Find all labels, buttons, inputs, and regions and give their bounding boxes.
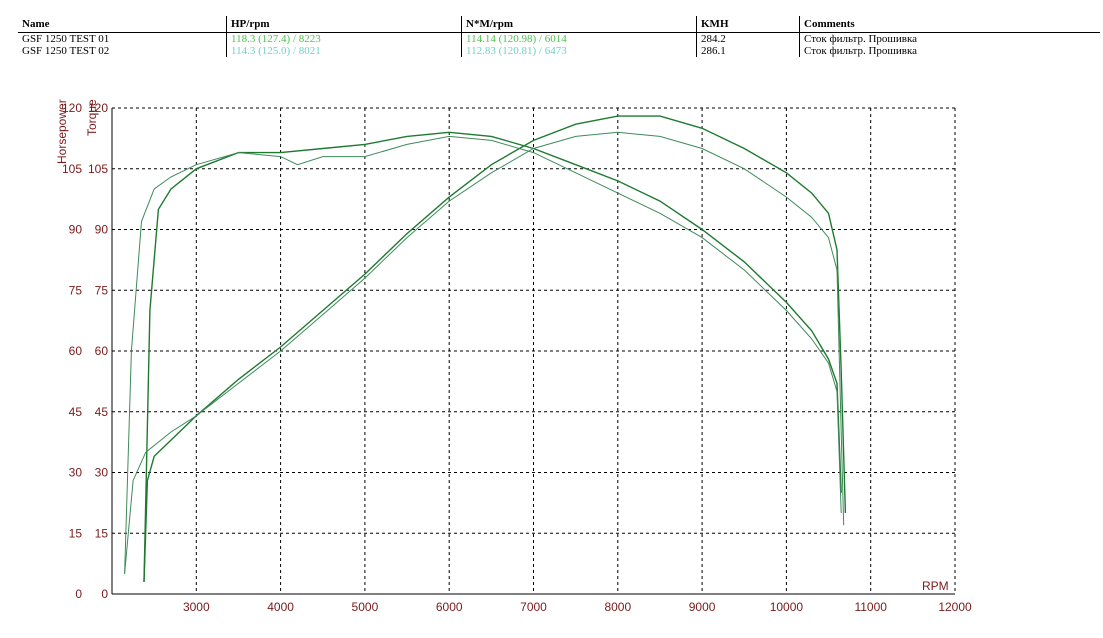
y-tick-label-left: 60	[69, 344, 83, 358]
dyno-chart: 0 0 15 15 30 30 45 45 60 60 75 75 90 90 105 105 120 120 3…	[55, 99, 972, 614]
header-name: Name	[18, 16, 227, 33]
series-line-horsepower	[143, 115, 847, 582]
run-torque: 112.83 (120.81) / 6473	[461, 45, 697, 57]
y-tick-label-right: 15	[95, 526, 109, 540]
x-tick-label: 5000	[352, 600, 379, 614]
series-line-horsepower	[124, 131, 845, 574]
x-axis-label: RPM	[922, 579, 949, 593]
chart-grid	[111, 107, 956, 595]
x-tick-label: 3000	[183, 600, 210, 614]
y-axis-ticks: 0 0 15 15 30 30 45 45 60 60 75 75 90 90 105 105 120 120	[62, 101, 108, 601]
y-tick-label-left: 30	[69, 466, 83, 480]
header-kmh: KMH	[696, 16, 800, 33]
y-tick-label-right: 60	[95, 344, 109, 358]
run-hp: 114.3 (125.0) / 8021	[226, 45, 462, 57]
y-tick-label-right: 45	[95, 405, 109, 419]
series-line-torque	[143, 131, 842, 582]
chart-series	[124, 115, 847, 582]
y-tick-label-right: 120	[88, 101, 108, 115]
table-header-row: Name HP/rpm N*M/rpm KMH Comments	[18, 16, 1100, 33]
header-hp: HP/rpm	[226, 16, 462, 33]
table-row: GSF 1250 TEST 01 118.3 (127.4) / 8223 11…	[18, 32, 1100, 45]
run-comments: Сток фильтр. Прошивка	[799, 32, 1100, 45]
x-tick-label: 12000	[938, 600, 972, 614]
x-tick-label: 8000	[604, 600, 631, 614]
y-axis-label-horsepower: Horsepower	[55, 99, 69, 164]
y-tick-label-left: 75	[69, 283, 83, 297]
x-tick-label: 9000	[689, 600, 716, 614]
y-tick-label-right: 90	[95, 223, 109, 237]
series-line-torque	[124, 135, 842, 574]
run-name: GSF 1250 TEST 02	[22, 45, 110, 57]
y-tick-label-right: 0	[101, 587, 108, 601]
y-tick-label-left: 90	[69, 223, 83, 237]
header-comments: Comments	[799, 16, 1100, 33]
y-tick-label-right: 105	[88, 162, 108, 176]
run-comments: Сток фильтр. Прошивка	[799, 45, 1100, 57]
run-kmh: 284.2	[696, 32, 800, 45]
header-torque: N*M/rpm	[461, 16, 697, 33]
y-tick-label-right: 75	[95, 283, 109, 297]
y-tick-label-left: 15	[69, 526, 83, 540]
run-hp: 118.3 (127.4) / 8223	[226, 32, 462, 45]
y-tick-label-right: 30	[95, 466, 109, 480]
x-tick-label: 11000	[854, 600, 887, 614]
run-kmh: 286.1	[696, 45, 800, 57]
x-tick-label: 6000	[436, 600, 463, 614]
run-torque: 114.14 (120.98) / 6014	[461, 32, 697, 45]
x-tick-label: 4000	[267, 600, 294, 614]
table-row: GSF 1250 TEST 02 114.3 (125.0) / 8021 11…	[18, 45, 1100, 57]
y-axis-label-torque: Torque	[85, 99, 99, 136]
y-tick-label-left: 120	[62, 101, 82, 115]
x-axis-ticks: 3000 4000 5000 6000 7000 8000 9000 10000 11000 12…	[183, 600, 972, 614]
y-tick-label-left: 45	[69, 405, 83, 419]
y-tick-label-left: 105	[62, 162, 82, 176]
x-tick-label: 10000	[770, 600, 804, 614]
runs-table: Name HP/rpm N*M/rpm KMH Comments GSF 125…	[18, 16, 1100, 57]
y-tick-label-left: 0	[75, 587, 82, 601]
run-name: GSF 1250 TEST 01	[22, 33, 110, 45]
x-tick-label: 7000	[520, 600, 547, 614]
